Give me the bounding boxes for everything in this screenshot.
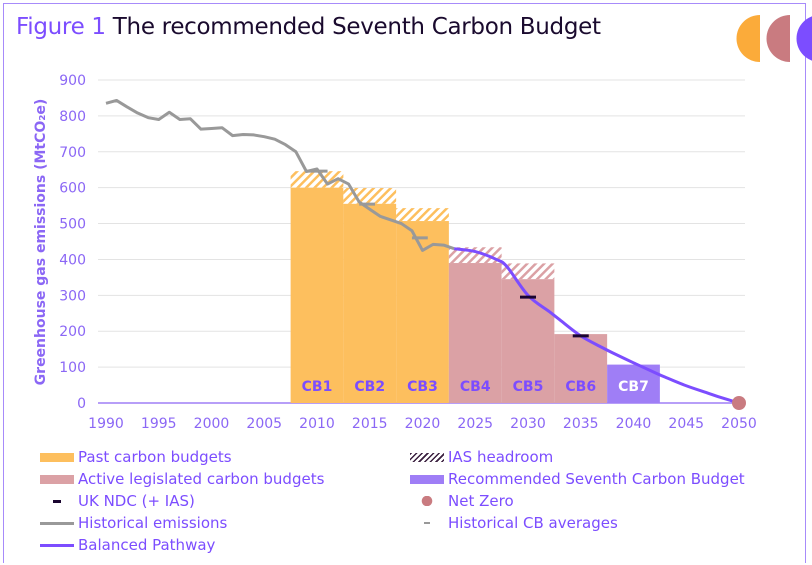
x-tick-label: 2045 — [668, 416, 704, 432]
logo-half-circle — [736, 15, 761, 62]
legend-swatch — [40, 543, 74, 547]
legend-swatch — [40, 521, 74, 525]
x-tick-label: 2030 — [510, 416, 546, 432]
x-tick-label: 1995 — [141, 416, 177, 432]
budget-bar-cb4 — [448, 263, 502, 403]
budget-bar-cb2 — [343, 203, 397, 403]
figure-frame — [3, 3, 806, 563]
y-tick-label: 0 — [77, 396, 86, 412]
legend-item-uk-ndc: UK NDC (+ IAS) — [40, 491, 195, 511]
ias-headroom-cb4 — [448, 247, 502, 264]
x-tick-label: 2050 — [721, 416, 757, 432]
legend-item-historical-emissions: Historical emissions — [40, 513, 227, 533]
y-tick-label: 500 — [59, 217, 86, 233]
logo-half-circle — [766, 15, 791, 62]
figure-title: Figure 1 The recommended Seventh Carbon … — [16, 14, 601, 40]
legend-item-balanced-pathway: Balanced Pathway — [40, 535, 215, 555]
budget-label: CB6 — [565, 379, 596, 395]
y-tick-label: 200 — [59, 324, 86, 340]
x-tick-label: 2035 — [563, 416, 599, 432]
legend-item-recommended-seventh-carbon-budget: Recommended Seventh Carbon Budget — [410, 469, 745, 489]
balanced-pathway-line — [453, 247, 740, 405]
x-tick-label: 2020 — [405, 416, 441, 432]
legend-item-active-legislated-carbon-budgets: Active legislated carbon budgets — [40, 469, 324, 489]
y-tick-label: 700 — [59, 145, 86, 161]
legend-label: Balanced Pathway — [78, 536, 216, 554]
logo — [736, 15, 812, 62]
budget-bar-cb5 — [501, 279, 555, 403]
title-text: The recommended Seventh Carbon Budget — [112, 14, 601, 40]
budget-label: CB2 — [354, 379, 385, 395]
net-zero-marker — [732, 396, 746, 410]
legend-label: Net Zero — [448, 492, 514, 510]
budget-label: CB3 — [407, 379, 438, 395]
budget-label: CB5 — [513, 379, 544, 395]
y-tick-label: 400 — [59, 252, 86, 268]
legend-label: Recommended Seventh Carbon Budget — [448, 470, 745, 488]
x-tick-label: 2015 — [352, 416, 388, 432]
legend-swatch — [410, 496, 444, 506]
y-axis-label: Greenhouse gas emissions (MtCO₂e) — [33, 99, 49, 386]
budget-bar-cb1 — [290, 187, 344, 403]
x-tick-label: 1990 — [88, 416, 124, 432]
x-tick-label: 2025 — [457, 416, 493, 432]
legend-label: UK NDC (+ IAS) — [78, 492, 195, 510]
budget-label: CB7 — [618, 379, 649, 395]
y-tick-label: 300 — [59, 288, 86, 304]
legend-label: Historical emissions — [78, 514, 228, 532]
legend-swatch — [40, 499, 74, 503]
budget-label: CB1 — [302, 379, 333, 395]
legend-label: Historical CB averages — [448, 514, 618, 532]
y-tick-label: 600 — [59, 181, 86, 197]
figure-label: Figure 1 — [16, 14, 106, 40]
legend-swatch — [410, 452, 444, 462]
y-tick-label: 100 — [59, 360, 86, 376]
ias-headroom-cb3 — [396, 208, 449, 222]
legend-swatch — [40, 474, 74, 484]
x-tick-label: 2040 — [616, 416, 652, 432]
x-tick-label: 2010 — [299, 416, 335, 432]
logo-half-circle — [796, 16, 812, 61]
legend-swatch — [410, 474, 444, 484]
legend-label: Active legislated carbon budgets — [78, 470, 325, 488]
x-tick-label: 2005 — [246, 416, 282, 432]
legend-swatch — [410, 522, 444, 524]
legend-label: IAS headroom — [448, 448, 554, 466]
legend-item-net-zero: Net Zero — [410, 491, 514, 511]
historical-emissions-line — [105, 98, 455, 252]
y-tick-label: 900 — [59, 73, 86, 89]
legend-swatch — [40, 452, 74, 462]
budget-label: CB4 — [460, 379, 491, 395]
x-tick-label: 2000 — [194, 416, 230, 432]
legend-item-ias-headroom: IAS headroom — [410, 447, 553, 467]
y-tick-label: 800 — [59, 109, 86, 125]
legend-item-past-carbon-budgets: Past carbon budgets — [40, 447, 232, 467]
legend-item-historical-cb-averages: Historical CB averages — [410, 513, 618, 533]
legend-label: Past carbon budgets — [78, 448, 232, 466]
